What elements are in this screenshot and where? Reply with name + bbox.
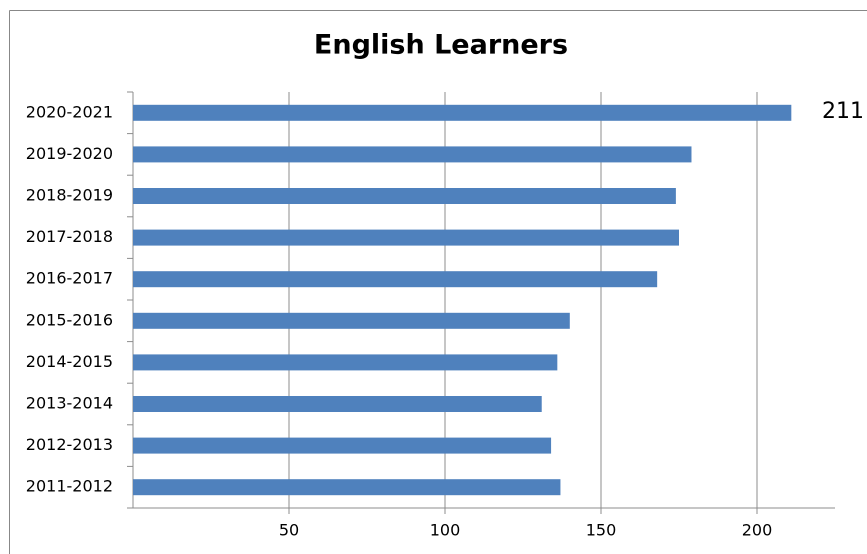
bar bbox=[133, 104, 792, 121]
chart-title: English Learners bbox=[314, 30, 568, 61]
y-tick-label: 2015-2016 bbox=[26, 310, 113, 329]
x-tick-label: 150 bbox=[586, 521, 617, 540]
x-tick-label: 100 bbox=[430, 521, 461, 540]
x-tick-label: 50 bbox=[279, 521, 299, 540]
y-tick-label: 2011-2012 bbox=[26, 477, 113, 496]
bar bbox=[133, 354, 558, 371]
y-tick-label: 2019-2020 bbox=[26, 144, 113, 163]
bar bbox=[133, 229, 679, 246]
bar bbox=[133, 479, 561, 496]
y-tick-label: 2013-2014 bbox=[26, 394, 113, 413]
bar bbox=[133, 188, 676, 204]
bar bbox=[133, 271, 658, 288]
y-tick-label: 2017-2018 bbox=[26, 227, 113, 246]
value-label: 211 bbox=[822, 99, 864, 124]
y-tick-label: 2016-2017 bbox=[26, 269, 113, 288]
y-tick-label: 2020-2021 bbox=[26, 102, 113, 121]
x-tick-label: 200 bbox=[742, 521, 773, 540]
bar bbox=[133, 312, 570, 329]
bar bbox=[133, 437, 552, 454]
y-tick-label: 2012-2013 bbox=[26, 435, 113, 454]
y-tick-label: 2018-2019 bbox=[26, 186, 113, 205]
y-tick-label: 2014-2015 bbox=[26, 352, 113, 371]
bar bbox=[133, 146, 692, 163]
bar bbox=[133, 396, 542, 412]
